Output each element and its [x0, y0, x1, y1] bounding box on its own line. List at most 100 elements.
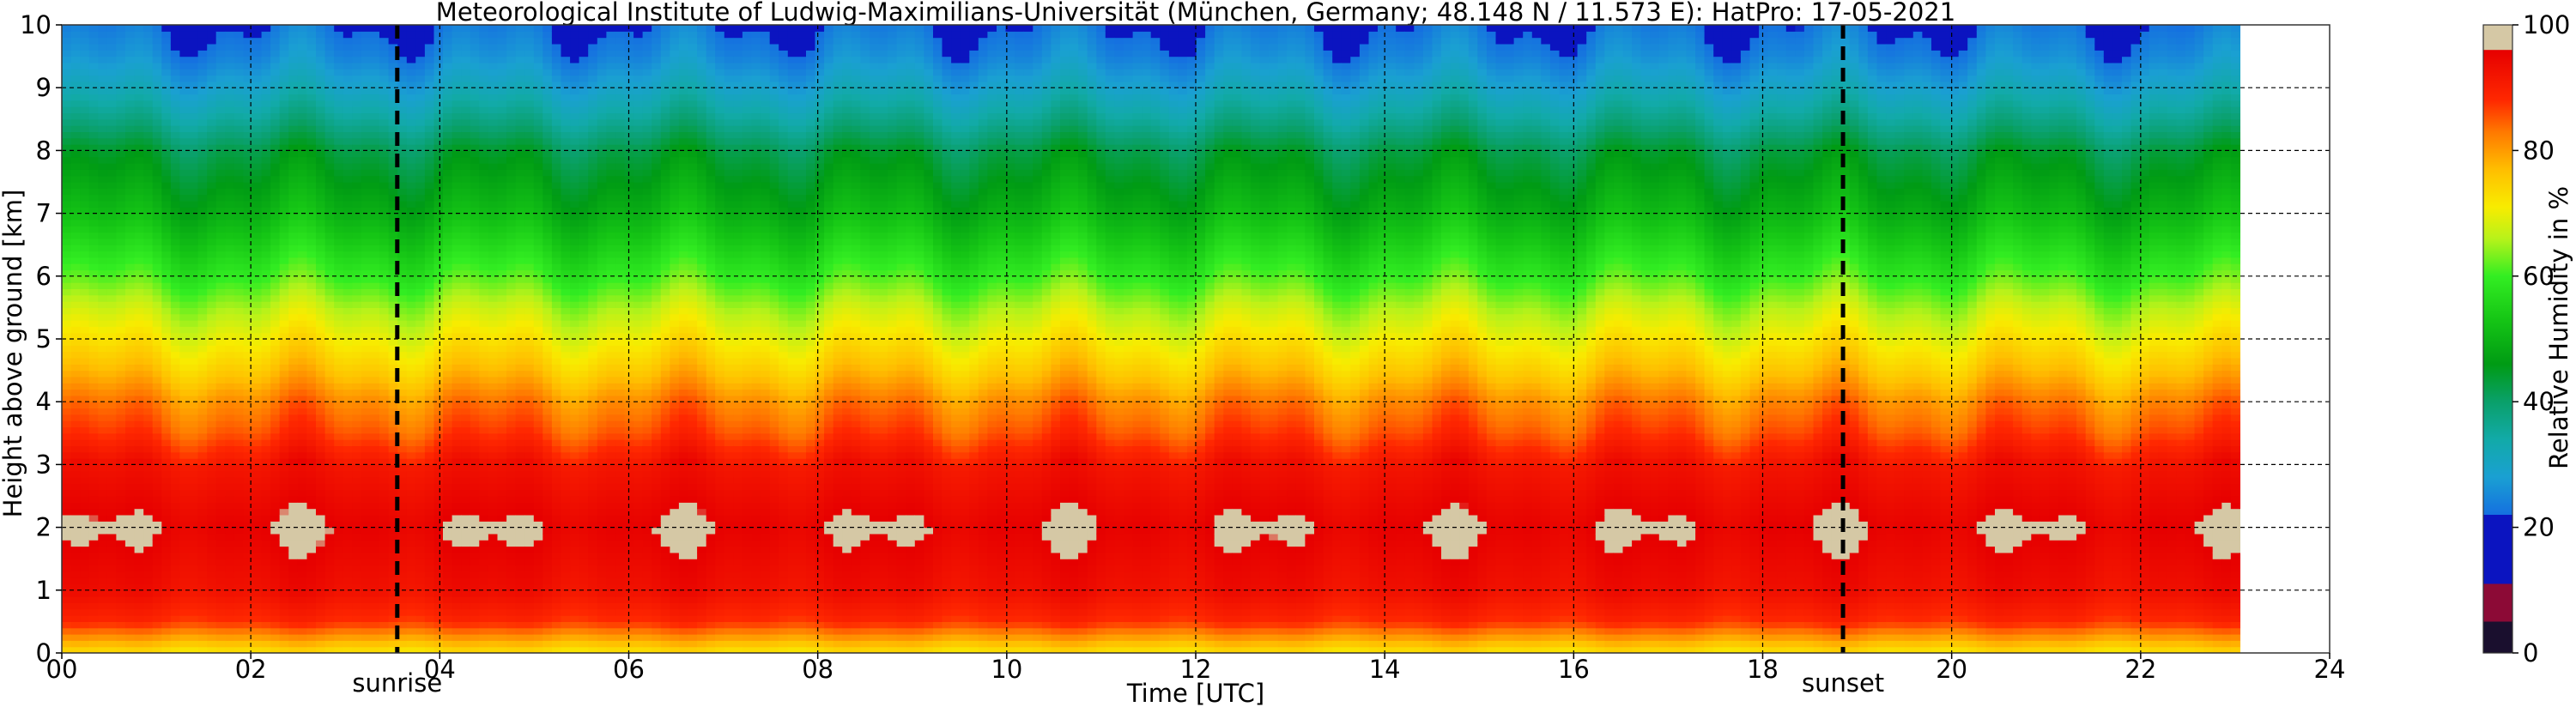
heatmap-cell [370, 62, 380, 69]
heatmap-cell [189, 301, 199, 308]
heatmap-cell [506, 577, 517, 585]
heatmap-cell [424, 345, 435, 353]
heatmap-cell [225, 294, 235, 302]
heatmap-cell [388, 414, 398, 421]
heatmap-cell [370, 339, 380, 346]
heatmap-cell [243, 207, 253, 215]
heatmap-cell [270, 245, 281, 252]
heatmap-cell [80, 389, 90, 396]
heatmap-cell [233, 213, 245, 221]
heatmap-cell [179, 238, 190, 245]
heatmap-cell [243, 602, 253, 610]
heatmap-cell [415, 646, 426, 653]
heatmap-cell [243, 451, 253, 459]
heatmap-cell [352, 25, 362, 32]
heatmap-layer [62, 25, 2240, 653]
heatmap-cell [316, 94, 326, 101]
heatmap-cell [397, 282, 408, 289]
heatmap-cell [134, 106, 144, 114]
heatmap-cell [497, 69, 507, 76]
heatmap-cell [70, 402, 81, 409]
heatmap-cell [243, 540, 253, 547]
heatmap-cell [388, 69, 398, 76]
heatmap-cell [306, 458, 317, 465]
heatmap-cell [415, 577, 426, 585]
heatmap-cell [215, 62, 226, 69]
heatmap-cell [189, 358, 199, 365]
heatmap-cell [143, 163, 154, 170]
heatmap-cell [334, 75, 344, 82]
heatmap-cell [470, 426, 480, 434]
heatmap-cell [324, 426, 335, 434]
heatmap-cell [506, 326, 517, 334]
heatmap-cell [179, 275, 190, 283]
heatmap-cell [424, 213, 435, 221]
heatmap-cell [443, 75, 453, 82]
heatmap-cell [361, 364, 372, 372]
heatmap-cell [270, 275, 281, 283]
heatmap-cell [197, 94, 208, 101]
heatmap-cell [215, 621, 226, 629]
heatmap-cell [98, 175, 108, 183]
heatmap-cell [261, 245, 271, 252]
heatmap-cell [506, 458, 517, 465]
heatmap-cell [379, 156, 390, 164]
heatmap-cell [361, 257, 372, 264]
heatmap-cell [388, 345, 398, 353]
heatmap-cell [270, 313, 281, 321]
heatmap-cell [170, 364, 181, 372]
heatmap-cell [379, 502, 390, 510]
heatmap-cell [243, 144, 253, 151]
heatmap-cell [98, 112, 108, 120]
heatmap-cell [161, 25, 172, 32]
heatmap-cell [370, 88, 380, 95]
heatmap-cell [233, 282, 245, 289]
heatmap-cell [125, 408, 136, 415]
heatmap-cell [334, 25, 344, 32]
heatmap-cell [352, 238, 362, 245]
heatmap-cell [497, 294, 507, 302]
heatmap-cell [170, 559, 181, 566]
heatmap-cell [352, 131, 362, 139]
heatmap-cell [379, 175, 390, 183]
heatmap-cell [488, 207, 499, 215]
heatmap-cell [279, 169, 289, 177]
heatmap-cell [116, 194, 126, 202]
heatmap-cell [125, 275, 136, 283]
heatmap-cell [170, 527, 181, 535]
heatmap-cell [243, 589, 253, 597]
heatmap-cell [342, 232, 353, 239]
heatmap-cell [189, 175, 199, 183]
heatmap-cell [479, 483, 489, 491]
heatmap-cell [252, 508, 263, 516]
heatmap-cell [406, 332, 416, 340]
heatmap-cell [497, 263, 507, 271]
heatmap-cell [424, 527, 435, 535]
heatmap-cell [316, 118, 326, 126]
heatmap-cell [316, 294, 326, 302]
heatmap-cell [143, 94, 154, 101]
heatmap-cell [288, 432, 299, 440]
heatmap-cell [379, 414, 390, 421]
heatmap-cell [189, 44, 199, 51]
heatmap-cell [106, 358, 118, 365]
heatmap-cell [70, 358, 81, 365]
heatmap-cell [106, 646, 118, 653]
heatmap-cell [497, 552, 507, 559]
heatmap-cell [452, 565, 462, 572]
heatmap-cell [261, 226, 271, 233]
heatmap-cell [143, 615, 154, 622]
heatmap-cell [116, 169, 126, 177]
heatmap-cell [433, 351, 444, 359]
heatmap-cell [324, 515, 335, 522]
heatmap-cell [433, 201, 444, 208]
heatmap-cell [334, 263, 344, 271]
heatmap-cell [406, 445, 416, 453]
heatmap-cell [379, 257, 390, 264]
heatmap-cell [316, 426, 326, 434]
heatmap-cell [397, 589, 408, 597]
heatmap-cell [424, 370, 435, 378]
heatmap-cell [270, 69, 281, 76]
heatmap-cell [397, 301, 408, 308]
heatmap-cell [161, 188, 172, 196]
